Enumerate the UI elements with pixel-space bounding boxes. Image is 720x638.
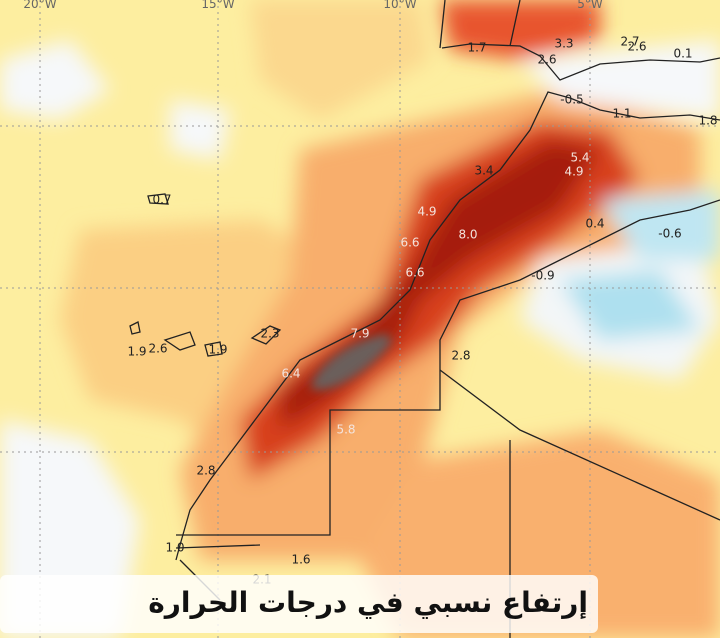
anomaly-label: 1.8 xyxy=(698,114,717,128)
anomaly-label: -0.5 xyxy=(560,93,583,107)
anomaly-label: 2.8 xyxy=(196,464,215,478)
anomaly-label: 6.6 xyxy=(405,266,424,280)
anomaly-label: 8.0 xyxy=(458,228,477,242)
anomaly-label: 2.6 xyxy=(148,342,167,356)
anomaly-label: 1.7 xyxy=(467,41,486,55)
anomaly-label: 4.9 xyxy=(564,165,583,179)
anomaly-label: 2.3 xyxy=(260,327,279,341)
longitude-label: 10°W xyxy=(383,0,416,11)
anomaly-label: -0.6 xyxy=(658,227,681,241)
anomaly-label: 4.9 xyxy=(417,205,436,219)
caption: إرتفاع نسبي في درجات الحرارة xyxy=(148,586,588,620)
anomaly-label: 0.1 xyxy=(673,47,692,61)
anomaly-label: 6.4 xyxy=(281,367,300,381)
anomaly-label: 1.6 xyxy=(291,553,310,567)
longitude-label: 20°W xyxy=(23,0,56,11)
caption-box: إرتفاع نسبي في درجات الحرارة xyxy=(0,575,598,633)
anomaly-label: 0.7 xyxy=(152,193,171,207)
anomaly-label: 6.6 xyxy=(400,236,419,250)
longitude-label: 15°W xyxy=(201,0,234,11)
anomaly-label: 5.4 xyxy=(570,151,589,165)
anomaly-labels: 1.7 3.32.62.72.6 0.1-0.51.1 1.85.44.93.44.9… xyxy=(127,35,717,587)
anomaly-label: 1.9 xyxy=(127,345,146,359)
anomaly-label: 2.6 xyxy=(537,53,556,67)
anomaly-label: 2.8 xyxy=(451,349,470,363)
anomaly-label: 1.1 xyxy=(612,107,631,121)
anomaly-label: 1.9 xyxy=(208,343,227,357)
anomaly-label: 2.6 xyxy=(627,40,646,54)
anomaly-label: -0.9 xyxy=(531,269,554,283)
longitude-label: 5°W xyxy=(577,0,603,11)
anomaly-label: 2.7 xyxy=(620,35,639,49)
anomaly-label: 1.0 xyxy=(165,541,184,555)
anomaly-label: 5.8 xyxy=(336,423,355,437)
anomaly-label: 3.3 xyxy=(554,37,573,51)
anomaly-label: 3.4 xyxy=(474,164,493,178)
longitude-labels: 20°W 15°W 10°W 5°W xyxy=(23,0,602,11)
coastlines-and-borders xyxy=(129,0,720,638)
anomaly-label: 7.9 xyxy=(350,327,369,341)
anomaly-label: 0.4 xyxy=(585,217,604,231)
